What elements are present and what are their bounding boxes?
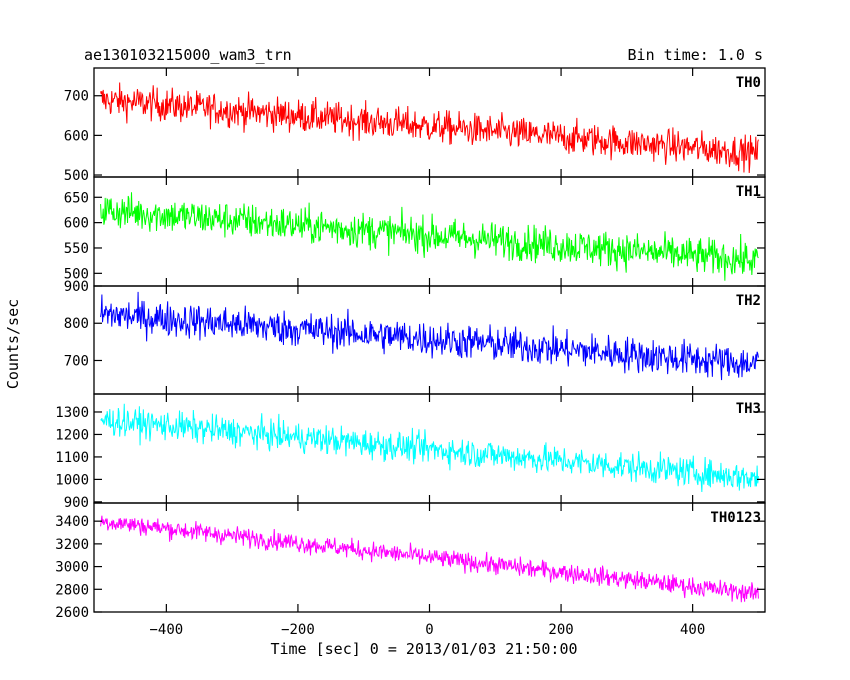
x-tick-label: 0 bbox=[425, 622, 433, 638]
panel-th0123: 2600 2800 3000 3200 3400 TH0123 bbox=[55, 502, 766, 621]
x-tick-label: −400 bbox=[150, 622, 184, 638]
chart-title: ae130103215000_wam3_trn bbox=[84, 46, 292, 64]
y-tick-label: 2600 bbox=[55, 605, 89, 621]
series-line-th1 bbox=[100, 192, 759, 281]
panel-frame bbox=[93, 176, 766, 287]
panels-group: 500 600 700 TH0 500 550 600 650 TH1 700 800 900 TH2 9… bbox=[55, 67, 766, 621]
panel-th1: 500 550 600 650 TH1 bbox=[64, 176, 766, 287]
y-tick-label: 3200 bbox=[55, 537, 89, 553]
channel-label-th1: TH1 bbox=[736, 184, 761, 200]
y-tick-label: 600 bbox=[64, 128, 89, 144]
y-tick-label: 500 bbox=[64, 266, 89, 282]
x-axis: −400 −200 0 200 400 bbox=[150, 622, 706, 638]
x-tick-label: 400 bbox=[680, 622, 705, 638]
panel-frame bbox=[93, 502, 766, 613]
series-line-th0123 bbox=[100, 515, 759, 603]
y-tick-label: 3400 bbox=[55, 514, 89, 530]
y-tick-label: 550 bbox=[64, 241, 89, 257]
y-tick-label: 3000 bbox=[55, 560, 89, 576]
channel-label-th3: TH3 bbox=[736, 401, 761, 417]
y-tick-label: 700 bbox=[64, 353, 89, 369]
channel-label-th2: TH2 bbox=[736, 293, 761, 309]
panel-th3: 900 1000 1100 1200 1300 TH3 bbox=[55, 393, 766, 511]
series-line-th0 bbox=[100, 82, 759, 174]
y-tick-label: 1300 bbox=[55, 405, 89, 421]
panel-th2: 700 800 900 TH2 bbox=[64, 279, 766, 395]
y-tick-label: 1200 bbox=[55, 427, 89, 443]
y-tick-label: 700 bbox=[64, 89, 89, 105]
y-tick-label: 900 bbox=[64, 495, 89, 511]
x-axis-title: Time [sec] 0 = 2013/01/03 21:50:00 bbox=[270, 640, 577, 658]
y-tick-label: 2800 bbox=[55, 582, 89, 598]
panel-th0: 500 600 700 TH0 bbox=[64, 67, 766, 184]
series-line-th3 bbox=[100, 403, 759, 493]
y-tick-label: 500 bbox=[64, 168, 89, 184]
y-tick-label: 800 bbox=[64, 316, 89, 332]
x-tick-label: −200 bbox=[281, 622, 315, 638]
series-line-th2 bbox=[100, 291, 759, 381]
channel-label-th0: TH0 bbox=[736, 75, 761, 91]
y-tick-label: 1000 bbox=[55, 472, 89, 488]
panel-frame bbox=[93, 67, 766, 178]
y-tick-label: 900 bbox=[64, 279, 89, 295]
channel-label-th0123: TH0123 bbox=[710, 510, 761, 526]
y-axis-title: Counts/sec bbox=[4, 299, 22, 389]
x-tick-label: 200 bbox=[548, 622, 573, 638]
bin-time-label: Bin time: 1.0 s bbox=[628, 46, 763, 64]
y-tick-label: 1100 bbox=[55, 450, 89, 466]
y-tick-label: 650 bbox=[64, 190, 89, 206]
y-tick-label: 600 bbox=[64, 216, 89, 232]
